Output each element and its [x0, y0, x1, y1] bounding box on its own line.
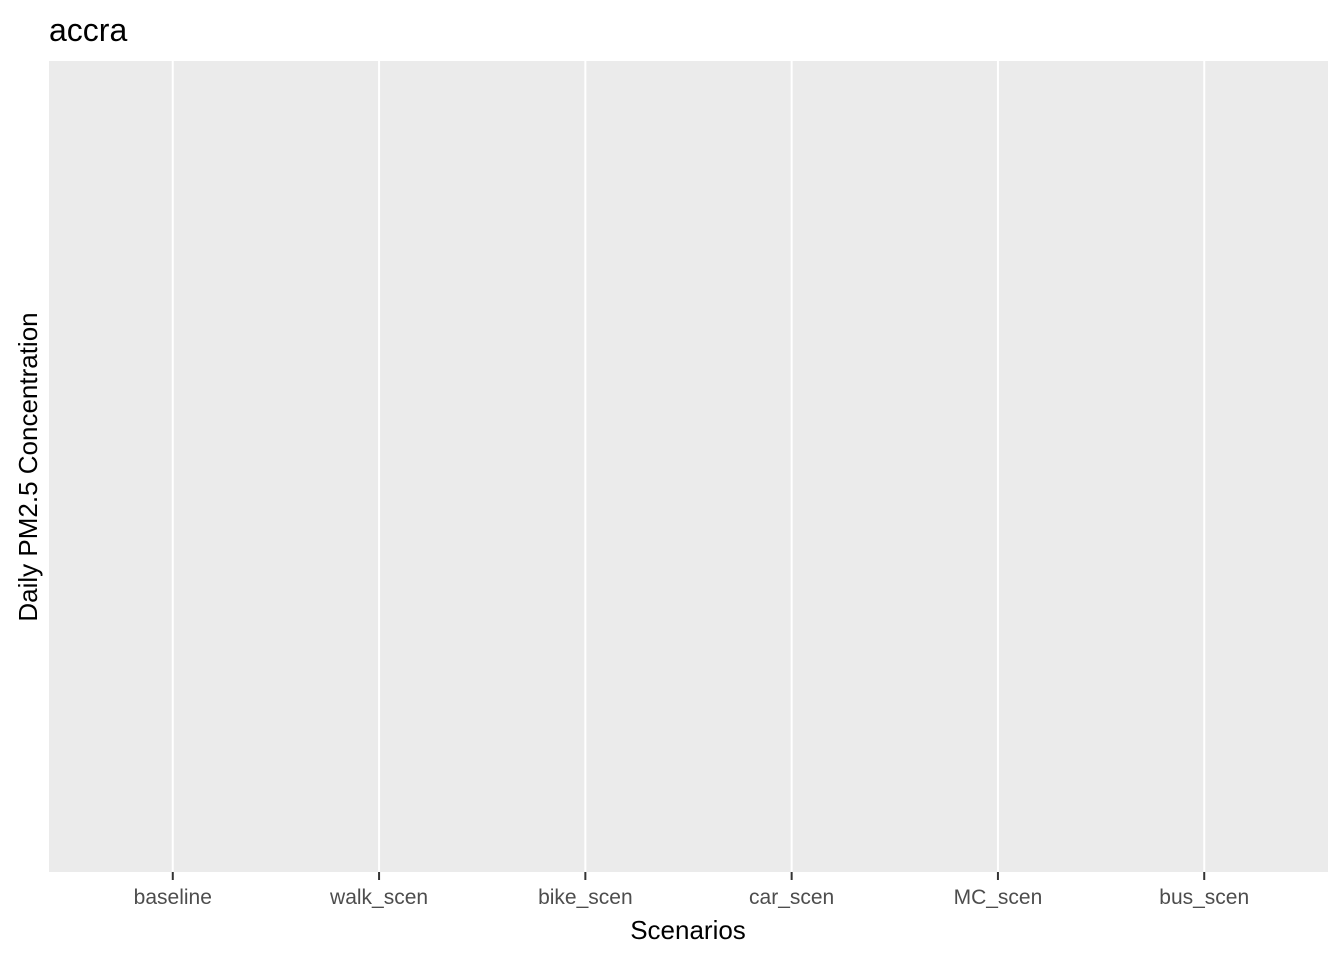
x-axis-tick-labels: baseline walk_scen bike_scen car_scen MC_sce…	[134, 886, 1250, 909]
x-tick-label-MC_scen: MC_scen	[954, 886, 1043, 909]
x-tick-label-car_scen: car_scen	[749, 886, 834, 909]
x-tick-label-baseline: baseline	[134, 886, 212, 909]
x-tick-label-walk_scen: walk_scen	[329, 886, 428, 909]
x-axis-ticks	[171, 872, 1206, 880]
x-tick-label-bus_scen: bus_scen	[1159, 886, 1249, 909]
grid-lines	[171, 61, 1206, 872]
chart-title: accra	[49, 12, 127, 48]
x-axis-title: Scenarios	[630, 915, 746, 945]
plot-panel	[49, 61, 1328, 872]
y-axis-title: Daily PM2.5 Concentration	[13, 312, 43, 621]
x-tick-label-bike_scen: bike_scen	[538, 886, 633, 909]
